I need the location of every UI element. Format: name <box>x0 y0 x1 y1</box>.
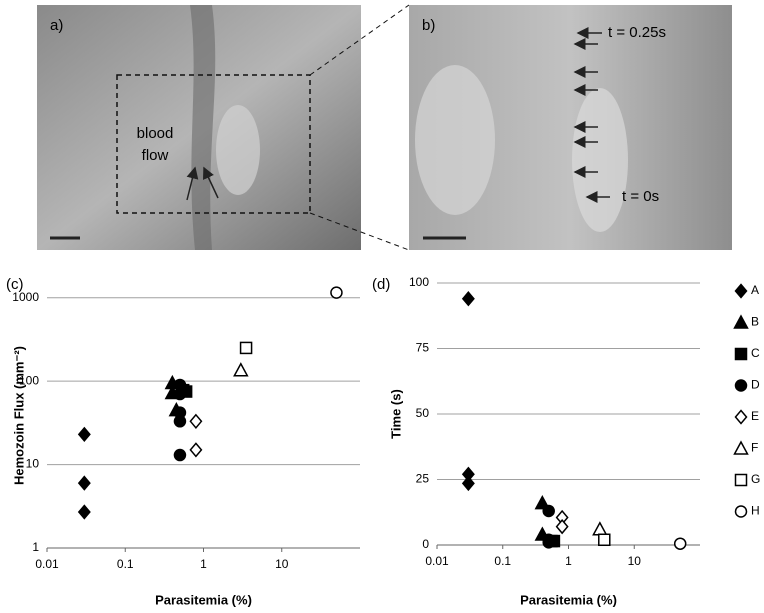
point <box>239 341 253 355</box>
legend-label: G <box>751 472 760 486</box>
point <box>173 387 187 401</box>
y-tick-label: 100 <box>409 275 429 289</box>
legend-label: E <box>751 409 759 423</box>
x-axis-title: Parasitemia (%) <box>520 592 617 607</box>
point <box>330 286 343 299</box>
zoom-box <box>116 74 311 214</box>
y-tick-label: 25 <box>416 472 430 486</box>
arrow <box>186 166 199 201</box>
point <box>77 504 91 520</box>
legend-marker <box>734 473 748 487</box>
y-tick-label: 10 <box>26 457 40 471</box>
vessel <box>190 5 216 250</box>
point <box>542 504 555 518</box>
zoom-line <box>309 4 410 76</box>
x-tick-label: 10 <box>275 557 289 571</box>
point <box>233 362 249 377</box>
panel-label: (c) <box>6 276 24 293</box>
legend-marker <box>733 440 749 455</box>
point <box>673 537 687 550</box>
annotation: flow <box>142 147 169 164</box>
legend-marker <box>734 505 748 518</box>
cell-shape <box>415 65 495 215</box>
legend-marker <box>734 379 748 392</box>
y-axis-title: Time (s) <box>388 389 403 439</box>
point <box>598 533 611 547</box>
y-tick-label: 100 <box>19 373 39 387</box>
point <box>555 518 569 535</box>
point <box>173 448 187 462</box>
legend-marker <box>734 283 748 299</box>
point <box>461 291 475 307</box>
y-tick-label: 75 <box>416 341 430 355</box>
arrow <box>203 166 219 199</box>
x-tick-label: 0.01 <box>35 557 59 571</box>
panel-label: (d) <box>372 276 390 293</box>
y-tick-label: 1000 <box>12 290 39 304</box>
cell-shape <box>216 105 260 195</box>
x-tick-label: 0.01 <box>425 554 449 568</box>
point <box>189 442 203 458</box>
x-tick-label: 1 <box>565 554 572 568</box>
point <box>77 426 91 443</box>
annotation: blood <box>137 125 174 142</box>
arrows <box>573 27 610 203</box>
point <box>189 413 203 429</box>
point <box>77 475 91 491</box>
legend-label: A <box>751 283 759 297</box>
x-tick-label: 0.1 <box>494 554 511 568</box>
cell-shape <box>572 88 628 232</box>
y-axis-title: Hemozoin Flux (mm⁻²) <box>11 346 26 485</box>
point <box>592 521 608 536</box>
x-axis-title: Parasitemia (%) <box>155 592 252 607</box>
y-tick-label: 0 <box>422 537 429 551</box>
annotation: t = 0s <box>622 188 659 205</box>
x-tick-label: 0.1 <box>117 557 134 571</box>
legend-marker <box>733 314 749 329</box>
legend-label: D <box>751 378 760 392</box>
panel-label: b) <box>422 17 435 34</box>
legend-label: H <box>751 504 760 518</box>
x-tick-label: 10 <box>628 554 642 568</box>
legend-label: F <box>751 441 758 455</box>
y-tick-label: 50 <box>416 406 430 420</box>
y-tick-label: 1 <box>32 540 39 554</box>
legend-label: C <box>751 346 760 360</box>
annotation: t = 0.25s <box>608 24 666 41</box>
panel-label: a) <box>50 17 63 34</box>
legend-marker <box>734 347 748 361</box>
legend-label: B <box>751 315 759 329</box>
point <box>542 536 555 549</box>
point <box>173 415 187 428</box>
x-tick-label: 1 <box>200 557 207 571</box>
legend-marker <box>734 409 748 425</box>
point <box>461 475 475 492</box>
